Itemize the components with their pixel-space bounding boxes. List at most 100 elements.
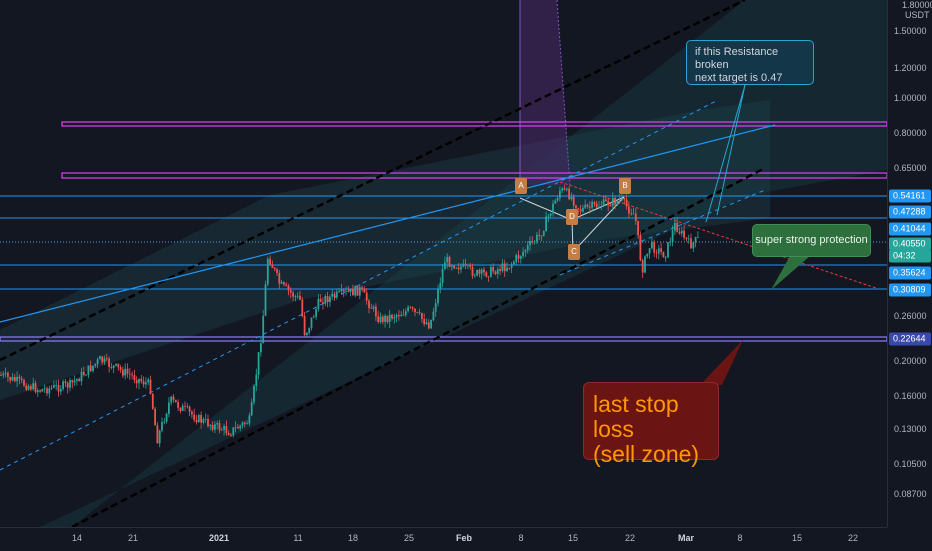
channel-upper-line[interactable] bbox=[0, 0, 746, 362]
resistance-callout[interactable]: if this Resistance broken next target is… bbox=[686, 40, 814, 85]
candle-body bbox=[496, 269, 499, 275]
candle-body bbox=[209, 424, 212, 427]
candle-body bbox=[411, 307, 414, 309]
candle-body bbox=[467, 264, 469, 266]
candle-body bbox=[124, 368, 127, 376]
candle-body bbox=[27, 386, 30, 390]
wave-label-c[interactable]: C bbox=[568, 244, 580, 260]
candle-body bbox=[253, 385, 255, 403]
candle-body bbox=[266, 258, 269, 285]
candle-body bbox=[234, 427, 237, 428]
trendline[interactable] bbox=[0, 124, 776, 323]
candle-body bbox=[398, 315, 400, 317]
candle-body bbox=[644, 256, 646, 273]
level-label[interactable]: 0.30809 bbox=[889, 283, 931, 297]
time-tick: 8 bbox=[737, 533, 743, 543]
candle-body bbox=[239, 425, 242, 429]
level-label[interactable]: 0.35624 bbox=[889, 266, 931, 280]
level-label[interactable]: 0.47288 bbox=[889, 205, 931, 219]
resistance-line-mid[interactable] bbox=[61, 172, 887, 179]
candle-body bbox=[112, 365, 115, 368]
candle-body bbox=[487, 276, 490, 278]
candle-body bbox=[179, 407, 182, 411]
candle-body bbox=[418, 312, 421, 314]
candle-body bbox=[55, 385, 58, 386]
candle-body bbox=[218, 423, 221, 431]
candle-body bbox=[283, 282, 285, 285]
candle-body bbox=[600, 205, 603, 207]
candle-body bbox=[340, 289, 343, 292]
candle-body bbox=[220, 429, 223, 431]
price-chart[interactable] bbox=[0, 0, 887, 527]
stop-loss-callout-line-1: last stop loss bbox=[593, 391, 679, 442]
candle-body bbox=[692, 242, 695, 249]
candle-body bbox=[89, 365, 92, 372]
candle-body bbox=[621, 198, 623, 200]
resistance-line-top[interactable] bbox=[61, 121, 887, 127]
candle-body bbox=[243, 422, 246, 424]
candle-body bbox=[519, 256, 522, 259]
candle-body bbox=[372, 306, 375, 309]
support-line-bottom[interactable] bbox=[0, 336, 887, 342]
candle-body bbox=[71, 380, 74, 383]
candle-body bbox=[105, 358, 108, 360]
level-label[interactable]: 0.22644 bbox=[889, 332, 931, 346]
candle-body bbox=[115, 363, 117, 366]
projection-line-right bbox=[556, 0, 571, 186]
candle-body bbox=[48, 388, 51, 394]
candle-body bbox=[241, 422, 244, 426]
price-tick: 1.50000 bbox=[894, 26, 927, 36]
channel-mid-line-2[interactable] bbox=[559, 189, 766, 276]
candle-body bbox=[260, 343, 262, 353]
candle-body bbox=[379, 316, 382, 322]
candle-body bbox=[632, 213, 635, 215]
candle-body bbox=[285, 284, 288, 286]
candle-body bbox=[697, 236, 699, 238]
candle-body bbox=[441, 269, 444, 283]
candle-body bbox=[269, 258, 271, 265]
candle-body bbox=[43, 388, 46, 390]
candle-body bbox=[421, 313, 423, 320]
candle-body bbox=[605, 199, 607, 202]
wave-label-d[interactable]: D bbox=[566, 209, 578, 225]
candle-body bbox=[678, 232, 681, 234]
candle-body bbox=[623, 198, 626, 200]
candle-body bbox=[41, 389, 44, 392]
candle-body bbox=[446, 256, 449, 263]
candle-body bbox=[657, 248, 660, 254]
candle-body bbox=[381, 316, 384, 323]
time-tick: 21 bbox=[127, 533, 139, 543]
candle-body bbox=[11, 377, 14, 381]
wave-label-a[interactable]: A bbox=[515, 178, 527, 194]
candle-body bbox=[577, 208, 580, 210]
quote-currency-label: USDT bbox=[905, 10, 930, 20]
price-axis[interactable]: 1.80000 USDT 1.50000 1.20000 1.00000 0.8… bbox=[887, 0, 932, 527]
current-price-label[interactable]: 0.40550 bbox=[889, 237, 931, 251]
candle-body bbox=[545, 216, 547, 232]
candle-body bbox=[87, 365, 90, 375]
level-label[interactable]: 0.54161 bbox=[889, 189, 931, 203]
projection-zone bbox=[520, 0, 570, 185]
price-tick: 0.26000 bbox=[894, 311, 927, 321]
candle-body bbox=[230, 435, 232, 436]
candle-body bbox=[30, 386, 32, 390]
channel-mid-line[interactable] bbox=[0, 99, 719, 471]
candle-body bbox=[62, 381, 64, 390]
candle-countdown: 04:32 bbox=[889, 249, 931, 263]
candle-body bbox=[655, 252, 658, 254]
candle-body bbox=[384, 315, 386, 323]
time-axis[interactable]: 14 21 2021 11 18 25 Feb 8 15 22 Mar 8 15… bbox=[0, 527, 887, 551]
chart-pane[interactable]: A B C D if this Resistance broken next t… bbox=[0, 0, 887, 527]
wave-label-b[interactable]: B bbox=[619, 178, 631, 194]
candle-body bbox=[246, 423, 248, 425]
candle-body bbox=[591, 202, 593, 208]
channel-lower-line[interactable] bbox=[71, 166, 766, 527]
stop-loss-callout[interactable]: last stop loss (sell zone) bbox=[583, 382, 719, 467]
level-label[interactable]: 0.41044 bbox=[889, 222, 931, 236]
candle-body bbox=[306, 332, 308, 336]
price-tick: 1.00000 bbox=[894, 93, 927, 103]
candle-body bbox=[595, 203, 598, 208]
price-tick: 0.08700 bbox=[894, 489, 927, 499]
candle-body bbox=[165, 413, 168, 422]
protection-callout[interactable]: super strong protection bbox=[752, 224, 871, 257]
